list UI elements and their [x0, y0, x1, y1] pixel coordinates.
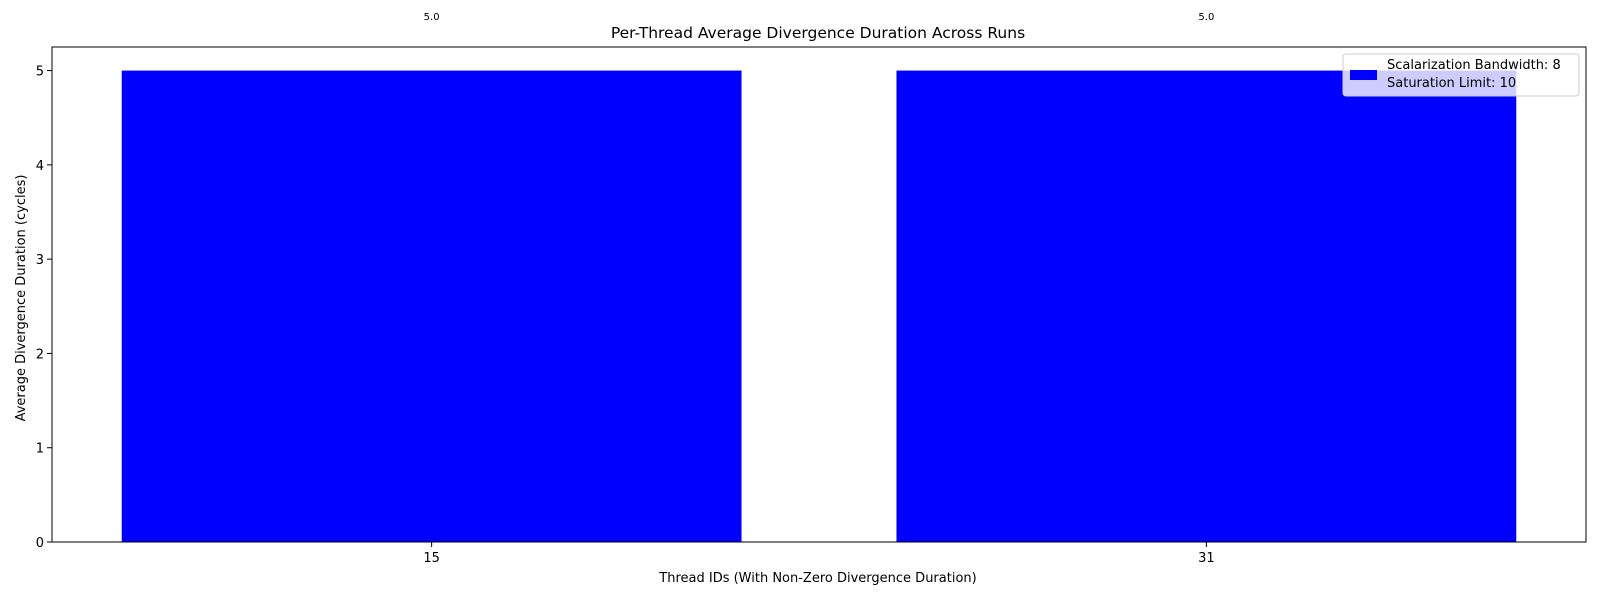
bar-thread-15	[121, 70, 742, 543]
bar-thread-31	[896, 70, 1517, 543]
y-tick-label: 0	[36, 536, 44, 551]
y-axis-label: Average Divergence Duration (cycles)	[14, 175, 29, 422]
x-tick-label: 15	[423, 551, 440, 566]
legend: Scalarization Bandwidth: 8 Saturation Li…	[1342, 53, 1580, 97]
bars-group	[121, 70, 1517, 543]
legend-line-1: Scalarization Bandwidth: 8	[1387, 58, 1561, 73]
y-tick-label: 4	[36, 159, 44, 174]
y-axis-ticks: 0 1 2 3 4 5	[36, 65, 52, 551]
y-tick-label: 2	[36, 347, 44, 362]
y-tick-label: 5	[36, 65, 44, 80]
data-label-thread-31: 5.0	[1198, 12, 1214, 23]
x-tick-label: 31	[1198, 551, 1215, 566]
y-tick-label: 1	[36, 442, 44, 457]
x-axis-label: Thread IDs (With Non-Zero Divergence Dur…	[658, 571, 976, 586]
chart-title: Per-Thread Average Divergence Duration A…	[611, 24, 1025, 42]
data-labels-group: 5.0 5.0	[424, 12, 1215, 23]
legend-box	[1342, 53, 1580, 97]
plot-frame	[51, 46, 1587, 543]
y-tick-label: 3	[36, 253, 44, 268]
legend-line-2: Saturation Limit: 10	[1387, 76, 1516, 91]
legend-swatch	[1350, 70, 1377, 80]
x-axis-ticks: 15 31	[423, 542, 1215, 566]
data-label-thread-15: 5.0	[424, 12, 440, 23]
